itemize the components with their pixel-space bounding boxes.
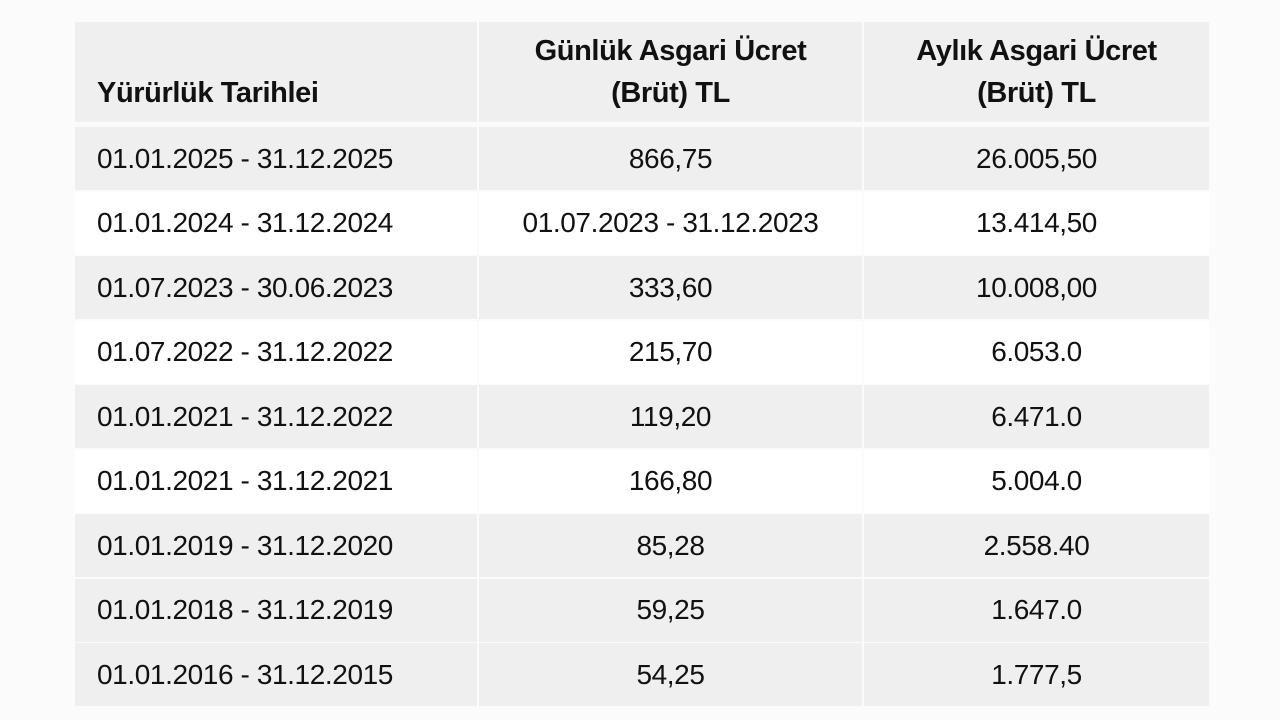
table-row: 01.01.2019 - 31.12.2020 85,28 2.558.40: [75, 514, 1209, 577]
cell-date: 01.01.2016 - 31.12.2015: [75, 643, 477, 706]
cell-daily: 54,25: [479, 643, 862, 706]
cell-daily: 85,28: [479, 514, 862, 577]
minimum-wage-table: Yürürlük Tarihlei Günlük Asgari Ücret (B…: [75, 22, 1209, 708]
header-monthly: Aylık Asgari Ücret (Brüt) TL: [864, 22, 1209, 122]
table-row: 01.01.2018 - 31.12.2019 59,25 1.647.0: [75, 578, 1209, 642]
cell-date: 01.07.2023 - 30.06.2023: [75, 256, 477, 319]
header-daily-line2: (Brüt) TL: [611, 77, 730, 109]
cell-daily: 866,75: [479, 127, 862, 190]
cell-date: 01.01.2025 - 31.12.2025: [75, 127, 477, 190]
table-header: Yürürlük Tarihlei Günlük Asgari Ücret (B…: [75, 22, 1209, 122]
cell-daily: 333,60: [479, 256, 862, 319]
cell-daily: 119,20: [479, 385, 862, 448]
header-date: Yürürlük Tarihlei: [75, 22, 477, 122]
table-row: 01.01.2016 - 31.12.2015 54,25 1.777,5: [75, 643, 1209, 706]
cell-daily: 59,25: [479, 578, 862, 642]
cell-monthly: 13.414,50: [864, 191, 1209, 255]
table-row: 01.01.2025 - 31.12.2025 866,75 26.005,50: [75, 127, 1209, 190]
header-monthly-line2: (Brüt) TL: [977, 77, 1096, 109]
cell-daily: 01.07.2023 - 31.12.2023: [479, 191, 862, 255]
cell-monthly: 6.053.0: [864, 320, 1209, 384]
cell-daily: 166,80: [479, 449, 862, 513]
cell-date: 01.01.2021 - 31.12.2022: [75, 385, 477, 448]
table-row: 01.01.2021 - 31.12.2021 166,80 5.004.0: [75, 449, 1209, 513]
cell-date: 01.01.2021 - 31.12.2021: [75, 449, 477, 513]
header-daily: Günlük Asgari Ücret (Brüt) TL: [479, 22, 862, 122]
cell-daily: 215,70: [479, 320, 862, 384]
cell-monthly: 5.004.0: [864, 449, 1209, 513]
table-row: 01.01.2021 - 31.12.2022 119,20 6.471.0: [75, 385, 1209, 448]
cell-monthly: 1.647.0: [864, 578, 1209, 642]
header-monthly-line1: Aylık Asgari Ücret: [916, 35, 1157, 67]
cell-monthly: 2.558.40: [864, 514, 1209, 577]
table-row: 01.07.2022 - 31.12.2022 215,70 6.053.0: [75, 320, 1209, 384]
cell-date: 01.01.2018 - 31.12.2019: [75, 578, 477, 642]
header-date-label: Yürürlük Tarihlei: [97, 77, 319, 109]
cell-monthly: 26.005,50: [864, 127, 1209, 190]
header-daily-line1: Günlük Asgari Ücret: [534, 35, 807, 67]
cell-date: 01.01.2024 - 31.12.2024: [75, 191, 477, 255]
cell-date: 01.01.2019 - 31.12.2020: [75, 514, 477, 577]
cell-monthly: 10.008,00: [864, 256, 1209, 319]
cell-monthly: 1.777,5: [864, 643, 1209, 706]
cell-date: 01.07.2022 - 31.12.2022: [75, 320, 477, 384]
cell-monthly: 6.471.0: [864, 385, 1209, 448]
table-row: 01.01.2024 - 31.12.2024 01.07.2023 - 31.1…: [75, 191, 1209, 255]
table-row: 01.07.2023 - 30.06.2023 333,60 10.008,00: [75, 256, 1209, 319]
